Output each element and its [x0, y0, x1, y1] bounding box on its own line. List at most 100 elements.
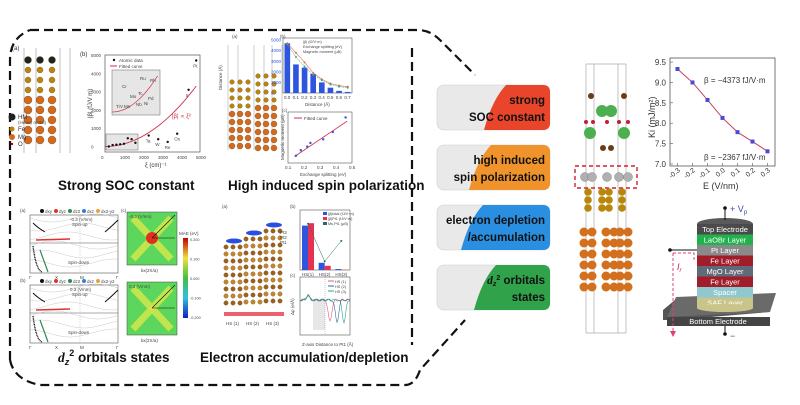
atom: [224, 259, 228, 263]
atom-mg: [616, 228, 625, 237]
inset-label: Tc: [138, 91, 143, 96]
point-label: Ir: [186, 93, 189, 98]
atom: [251, 272, 255, 276]
mae-tick: 0.100: [190, 258, 200, 262]
card-sub: z: [492, 281, 497, 288]
spin-down-label: Spin-down: [68, 260, 90, 265]
y-axis-label: |β| (fJ/V m): [88, 89, 94, 118]
atom: [271, 278, 275, 282]
card-line1: high induced: [473, 155, 545, 167]
atom-mg: [580, 250, 589, 259]
orbital-legend: dxz: [87, 209, 95, 214]
orbital-legend-icon: [96, 279, 100, 283]
atom: [24, 126, 32, 134]
atom: [48, 106, 56, 114]
atom: [258, 265, 262, 269]
atom: [244, 258, 248, 262]
atom-mg: [624, 272, 633, 281]
atom: [251, 265, 255, 269]
x-axis-label: ξ (cm)⁻¹: [145, 163, 167, 169]
atom-fe: [584, 204, 592, 212]
molecule: [266, 223, 282, 228]
atom: [224, 245, 228, 249]
legend-hm-icon: [9, 114, 16, 121]
point-label: W: [155, 142, 160, 147]
atom: [255, 129, 261, 135]
atom-mg: [588, 272, 597, 281]
atom: [278, 292, 282, 296]
caption-spin: High induced spin polarization: [228, 178, 425, 193]
atom: [271, 257, 275, 261]
atom: [264, 250, 268, 254]
atom: [37, 67, 43, 73]
panel-label: (a): [232, 34, 238, 39]
atom-mg: [588, 283, 597, 292]
atom: [230, 96, 235, 101]
atom-mg: [602, 261, 611, 270]
atom: [246, 96, 251, 101]
layer-label: Fe Layer: [710, 278, 740, 287]
atom: [237, 135, 243, 141]
bar-total: [319, 263, 325, 270]
layer-label: LaOBr Layer: [704, 236, 747, 245]
atom: [251, 251, 255, 255]
panel-label: (c): [121, 208, 127, 213]
y-tick: 7.0: [655, 160, 667, 169]
card-line2: /accumulation: [468, 232, 545, 244]
atom: [244, 300, 248, 304]
card-line1: strong: [509, 95, 545, 107]
kpoint-label: M: [80, 275, 84, 280]
x-tick: 0.3: [760, 167, 772, 179]
atom: [224, 280, 228, 284]
bar-pt1: [325, 266, 331, 270]
atom-mg: [616, 239, 625, 248]
atom: [237, 143, 243, 149]
fit-annotation: |β| ∝ ξ²: [172, 114, 191, 120]
x-tick: 0.6: [336, 95, 343, 100]
bar: [345, 92, 351, 93]
atom-fe: [598, 196, 606, 204]
atom-fe: [584, 196, 592, 204]
minus-label: −: [730, 331, 735, 341]
spin-down-label: Spin-down: [68, 330, 90, 335]
y-axis-label: Magnetic moment (μB): [280, 114, 285, 160]
atom: [238, 96, 243, 101]
x-tick: 0.1: [293, 95, 300, 100]
atom: [588, 93, 594, 99]
atom: [272, 74, 277, 79]
atom-fe: [618, 204, 626, 212]
x-tick: 0.1: [730, 167, 742, 179]
atom: [244, 293, 248, 297]
atom: [244, 286, 248, 290]
atom-fe: [584, 188, 592, 196]
atom: [231, 294, 235, 298]
kpoint-label: Γ: [29, 345, 32, 350]
orbital-panel: dxydxydyzdyzdz2dz2dxzdxzdx2-y2dx2-y2(a)-…: [20, 208, 201, 350]
electron-panel: (a)HS (1)HS (2)HS (3)Pt3Pt2Pt1(b)HS(1)HS…: [222, 204, 355, 347]
y-tick: 1000: [91, 126, 102, 131]
atom: [246, 80, 251, 85]
panel-label: (b): [20, 278, 26, 283]
dyz-band: [36, 309, 70, 310]
atom-br: [584, 127, 596, 139]
caption-soc: Strong SOC constant: [58, 178, 195, 193]
atom: [36, 96, 44, 104]
atom: [271, 271, 275, 275]
atom: [224, 287, 228, 291]
atom: [264, 98, 269, 103]
atom: [49, 77, 55, 83]
structure-label: HS (2): [246, 321, 260, 326]
atom: [25, 57, 32, 64]
atom: [244, 265, 248, 269]
fit-point: [300, 149, 302, 151]
atom: [246, 88, 251, 93]
atom: [278, 285, 282, 289]
atom: [264, 299, 268, 303]
atom: [238, 259, 242, 263]
atom: [255, 121, 261, 127]
kpoint-label: Γ: [29, 275, 32, 280]
x-axis-label: Distance (Å): [305, 101, 330, 107]
